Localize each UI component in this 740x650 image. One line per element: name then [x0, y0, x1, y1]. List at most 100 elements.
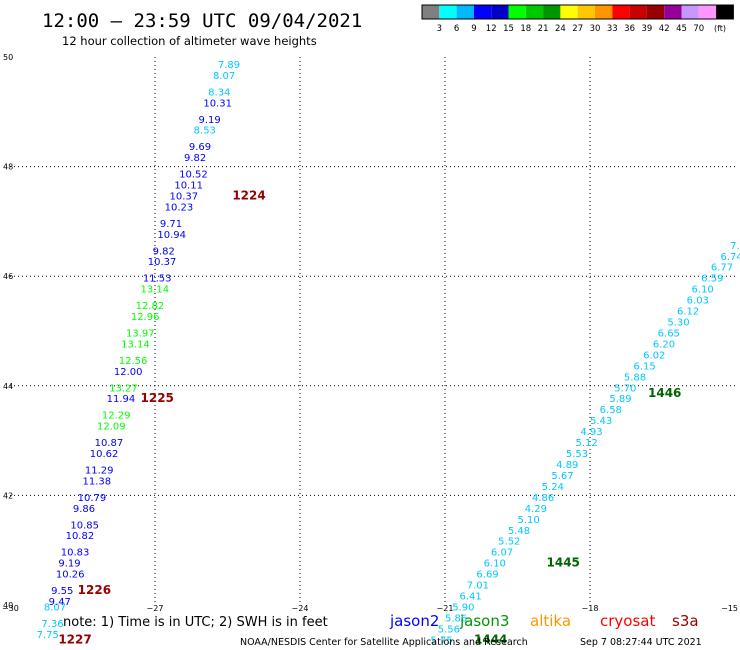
colorbar-swatch — [664, 5, 682, 19]
x-tick-label: −27 — [147, 604, 164, 613]
colorbar-label: 15 — [503, 24, 514, 34]
y-tick-label: 50 — [3, 53, 13, 62]
y-tick-label: 40 — [3, 601, 13, 610]
colorbar-swatch — [595, 5, 613, 19]
colorbar-label: 3 — [437, 24, 442, 34]
wave-height-label: 5.12 — [576, 438, 598, 449]
wave-height-label: 8.34 — [208, 87, 230, 98]
wave-height-label: 9.71 — [160, 219, 182, 230]
wave-height-label: 6.59 — [701, 274, 723, 285]
wave-height-label: 5.90 — [452, 602, 474, 613]
wave-height-label: 8.53 — [194, 126, 216, 137]
time-label: 1227 — [58, 632, 91, 646]
wave-height-label: 10.85 — [70, 520, 99, 531]
colorbar-label: 30 — [590, 24, 601, 34]
wave-height-label: 5.89 — [609, 394, 631, 405]
wave-height-label: 5.30 — [667, 318, 689, 329]
colorbar-unit: (ft) — [714, 24, 726, 33]
colorbar-label: 36 — [624, 24, 635, 34]
legend-entry: jason2 — [389, 612, 439, 630]
colorbar-label: 42 — [659, 24, 670, 34]
colorbar-swatch — [508, 5, 526, 19]
chart-subtitle: 12 hour collection of altimeter wave hei… — [62, 34, 317, 48]
wave-height-label: 9.82 — [153, 246, 175, 257]
wave-height-label: 13.14 — [141, 285, 170, 296]
wave-height-label: 9.19 — [199, 115, 221, 126]
colorbar-label: 6 — [454, 24, 459, 34]
wave-height-label: 11.94 — [107, 394, 136, 405]
wave-height-label: 6.10 — [484, 559, 506, 570]
colorbar-swatch — [681, 5, 699, 19]
colorbar-label: 21 — [538, 24, 549, 34]
wave-height-label: 9.47 — [49, 597, 71, 608]
colorbar-label: 18 — [520, 24, 531, 34]
wave-height-label: 11.29 — [85, 465, 114, 476]
wave-height-label: 5.24 — [542, 482, 564, 493]
wave-height-label: 9.69 — [189, 142, 211, 153]
colorbar-swatch — [491, 5, 509, 19]
wave-height-label: 10.37 — [148, 257, 177, 268]
wave-height-label: 5.86 — [445, 613, 467, 624]
wave-height-label: 9.19 — [58, 559, 80, 570]
time-label: 1444 — [474, 632, 507, 646]
wave-height-label: 5.48 — [508, 526, 530, 537]
y-tick-label: 46 — [3, 272, 13, 281]
wave-height-label: 10.26 — [56, 570, 85, 581]
legend-entry: cryosat — [600, 612, 655, 630]
time-label: 1446 — [648, 386, 681, 400]
wave-height-label: 5.43 — [590, 416, 612, 427]
wave-height-label: 5.10 — [518, 515, 540, 526]
colorbar-label: 24 — [555, 24, 566, 34]
x-tick-label: −18 — [582, 604, 599, 613]
legend-entry: s3a — [672, 612, 699, 630]
wave-height-label: 5.56 — [438, 624, 460, 635]
time-label: 1224 — [232, 188, 265, 202]
colorbar-label: 33 — [607, 24, 618, 34]
time-label: 1226 — [78, 583, 111, 597]
x-tick-labels: −30 −27 −24 −21 −18 −15 — [2, 604, 738, 613]
wave-height-label: 9.55 — [51, 586, 73, 597]
footer-timestamp: Sep 7 08:27:44 UTC 2021 — [580, 637, 702, 648]
wave-height-label: 5.70 — [614, 383, 636, 394]
wave-height-label: 10.31 — [203, 98, 232, 109]
wave-height-label: 10.87 — [95, 438, 124, 449]
x-tick-label: −15 — [721, 604, 738, 613]
time-labels: 1224 1225 1226 1227 1446 1445 1444 — [58, 188, 681, 646]
wave-height-label: 4.86 — [532, 493, 554, 504]
colorbar-label: 9 — [471, 24, 476, 34]
wave-height-label: 12.82 — [136, 301, 165, 312]
colorbar-label: 27 — [572, 24, 583, 34]
wave-height-label: 11.38 — [83, 476, 112, 487]
wave-height-label: 6.10 — [692, 285, 714, 296]
plot-frame — [9, 56, 736, 606]
wave-height-label: 10.94 — [157, 230, 186, 241]
colorbar-swatch — [612, 5, 630, 19]
y-tick-label: 48 — [3, 163, 13, 172]
wave-height-label: 5.88 — [624, 372, 646, 383]
legend-entry: altika — [530, 612, 571, 630]
wave-height-label: 6.77 — [711, 263, 733, 274]
wave-height-label: 6.03 — [687, 296, 709, 307]
wave-height-label: 4.89 — [556, 460, 578, 471]
wave-height-label: 9.82 — [184, 153, 206, 164]
wave-height-label: 4.93 — [580, 427, 602, 438]
colorbar-swatch — [698, 5, 717, 19]
time-label: 1225 — [141, 391, 174, 405]
wave-height-label: 10.23 — [165, 202, 194, 213]
wave-height-label: 7.75 — [37, 630, 59, 641]
wave-height-label: 10.62 — [90, 449, 119, 460]
track-2: 8.7.96.746.776.596.106.036.125.306.656.2… — [431, 230, 740, 647]
wave-height-label: 6.58 — [600, 405, 622, 416]
time-label: 1445 — [547, 556, 580, 570]
wave-height-label: 13.27 — [109, 383, 138, 394]
colorbar-swatch — [560, 5, 578, 19]
wave-height-label: 12.29 — [102, 411, 131, 422]
wave-height-label: 8.07 — [44, 602, 66, 613]
wave-height-label: 6.65 — [658, 328, 680, 339]
wave-height-label: 9.86 — [73, 504, 95, 515]
colorbar-swatch — [473, 5, 492, 19]
wave-height-label: 6.12 — [677, 307, 699, 318]
colorbar-label: 12 — [486, 24, 497, 34]
